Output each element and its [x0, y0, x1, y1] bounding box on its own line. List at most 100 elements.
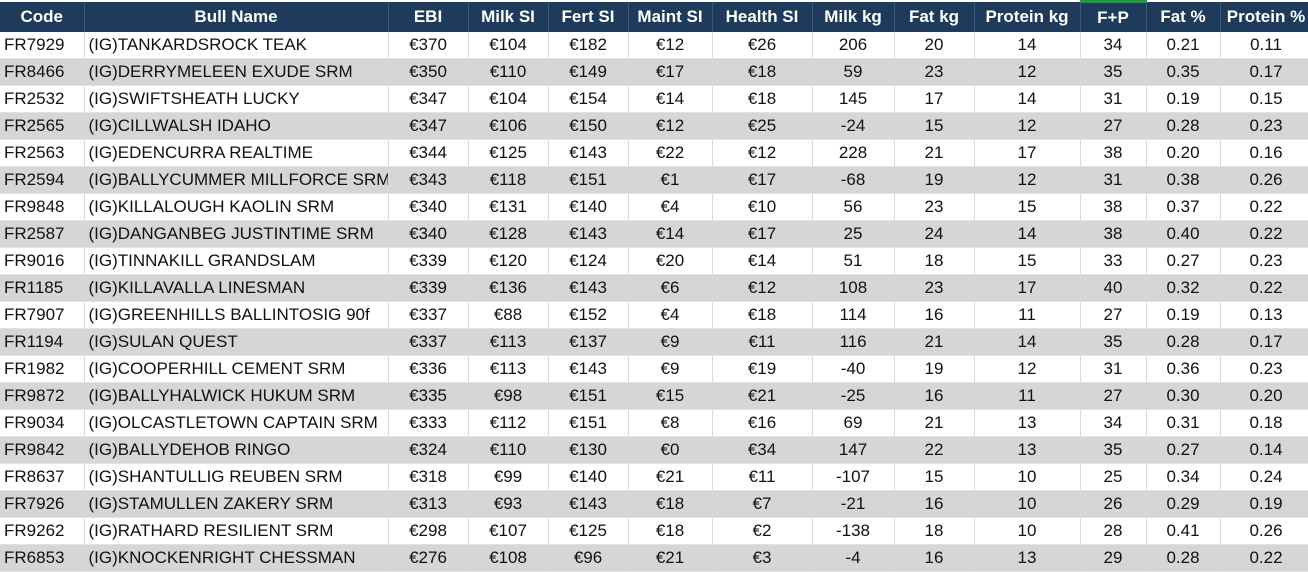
cell-bull-name: (IG)GREENHILLS BALLINTOSIG 90f	[84, 301, 389, 329]
cell-protein-percent: 0.26	[1220, 517, 1308, 545]
cell-milk-kg: 206	[812, 32, 895, 59]
cell-fat-percent: 0.28	[1146, 328, 1221, 356]
cell-protein-kg: 15	[974, 193, 1081, 221]
cell-bull-name: (IG)SULAN QUEST	[84, 328, 389, 356]
cell-milk-kg: -4	[812, 544, 895, 572]
cell-health-si: €11	[712, 463, 813, 491]
cell-fert-si: €125	[548, 517, 629, 545]
cell-maint-si: €18	[628, 490, 713, 518]
cell-f-plus-p: 29	[1080, 544, 1147, 572]
cell-maint-si: €9	[628, 328, 713, 356]
cell-protein-percent: 0.17	[1220, 58, 1308, 86]
cell-bull-name: (IG)OLCASTLETOWN CAPTAIN SRM	[84, 409, 389, 437]
cell-milk-si: €118	[468, 166, 549, 194]
cell-fat-kg: 19	[894, 355, 975, 383]
cell-milk-si: €128	[468, 220, 549, 248]
cell-fat-percent: 0.35	[1146, 58, 1221, 86]
cell-code: FR8637	[0, 463, 85, 491]
cell-bull-name: (IG)TINNAKILL GRANDSLAM	[84, 247, 389, 275]
cell-milk-kg: 116	[812, 328, 895, 356]
cell-ebi: €347	[388, 112, 469, 140]
cell-bull-name: (IG)BALLYCUMMER MILLFORCE SRM	[84, 166, 389, 194]
cell-code: FR2532	[0, 85, 85, 113]
cell-fat-kg: 19	[894, 166, 975, 194]
cell-f-plus-p: 38	[1080, 193, 1147, 221]
cell-ebi: €313	[388, 490, 469, 518]
cell-protein-kg: 15	[974, 247, 1081, 275]
cell-maint-si: €22	[628, 139, 713, 167]
cell-maint-si: €15	[628, 382, 713, 410]
cell-fat-kg: 18	[894, 247, 975, 275]
cell-maint-si: €0	[628, 436, 713, 464]
cell-health-si: €26	[712, 32, 813, 59]
cell-f-plus-p: 35	[1080, 58, 1147, 86]
cell-fat-kg: 16	[894, 301, 975, 329]
cell-fert-si: €182	[548, 32, 629, 59]
cell-health-si: €18	[712, 301, 813, 329]
cell-protein-percent: 0.15	[1220, 85, 1308, 113]
cell-f-plus-p: 33	[1080, 247, 1147, 275]
cell-milk-kg: 147	[812, 436, 895, 464]
table-row: FR9848 (IG)KILLALOUGH KAOLIN SRM €340 €131 €…	[0, 193, 1308, 221]
cell-bull-name: (IG)KILLAVALLA LINESMAN	[84, 274, 389, 302]
cell-code: FR9842	[0, 436, 85, 464]
cell-health-si: €17	[712, 220, 813, 248]
cell-protein-percent: 0.11	[1220, 32, 1308, 59]
cell-fert-si: €143	[548, 355, 629, 383]
cell-code: FR9034	[0, 409, 85, 437]
cell-milk-kg: 114	[812, 301, 895, 329]
cell-fat-kg: 23	[894, 58, 975, 86]
cell-f-plus-p: 28	[1080, 517, 1147, 545]
column-header-bull-name: Bull Name	[84, 1, 389, 32]
cell-maint-si: €9	[628, 355, 713, 383]
cell-milk-si: €108	[468, 544, 549, 572]
cell-f-plus-p: 40	[1080, 274, 1147, 302]
cell-code: FR1194	[0, 328, 85, 356]
cell-protein-percent: 0.19	[1220, 490, 1308, 518]
cell-fert-si: €124	[548, 247, 629, 275]
cell-ebi: €350	[388, 58, 469, 86]
cell-protein-percent: 0.22	[1220, 544, 1308, 572]
cell-fat-percent: 0.41	[1146, 517, 1221, 545]
cell-health-si: €11	[712, 328, 813, 356]
cell-milk-si: €110	[468, 436, 549, 464]
cell-fat-kg: 15	[894, 463, 975, 491]
cell-code: FR7926	[0, 490, 85, 518]
cell-milk-kg: -40	[812, 355, 895, 383]
cell-fat-kg: 24	[894, 220, 975, 248]
cell-health-si: €2	[712, 517, 813, 545]
cell-bull-name: (IG)STAMULLEN ZAKERY SRM	[84, 490, 389, 518]
cell-protein-kg: 17	[974, 139, 1081, 167]
column-header-health-si: Health SI	[712, 1, 813, 32]
cell-fat-kg: 16	[894, 382, 975, 410]
cell-health-si: €10	[712, 193, 813, 221]
column-header-fat-kg: Fat kg	[894, 1, 975, 32]
cell-fat-percent: 0.40	[1146, 220, 1221, 248]
cell-code: FR9262	[0, 517, 85, 545]
cell-protein-percent: 0.26	[1220, 166, 1308, 194]
cell-protein-percent: 0.13	[1220, 301, 1308, 329]
cell-ebi: €340	[388, 193, 469, 221]
table-row: FR9872 (IG)BALLYHALWICK HUKUM SRM €335 €98 €…	[0, 382, 1308, 410]
cell-protein-kg: 14	[974, 328, 1081, 356]
cell-milk-kg: -107	[812, 463, 895, 491]
cell-fat-percent: 0.38	[1146, 166, 1221, 194]
cell-ebi: €339	[388, 247, 469, 275]
cell-health-si: €19	[712, 355, 813, 383]
table-row: FR7929 (IG)TANKARDSROCK TEAK €370 €104 €182 €…	[0, 32, 1308, 59]
cell-ebi: €336	[388, 355, 469, 383]
cell-protein-kg: 11	[974, 301, 1081, 329]
column-header-fert-si: Fert SI	[548, 1, 629, 32]
cell-fat-percent: 0.37	[1146, 193, 1221, 221]
cell-protein-kg: 12	[974, 112, 1081, 140]
cell-bull-name: (IG)SWIFTSHEATH LUCKY	[84, 85, 389, 113]
cell-protein-kg: 12	[974, 355, 1081, 383]
cell-code: FR8466	[0, 58, 85, 86]
cell-ebi: €337	[388, 301, 469, 329]
cell-f-plus-p: 38	[1080, 220, 1147, 248]
cell-ebi: €370	[388, 32, 469, 59]
cell-bull-name: (IG)BALLYDEHOB RINGO	[84, 436, 389, 464]
cell-fat-kg: 21	[894, 139, 975, 167]
cell-health-si: €25	[712, 112, 813, 140]
cell-f-plus-p: 34	[1080, 32, 1147, 59]
